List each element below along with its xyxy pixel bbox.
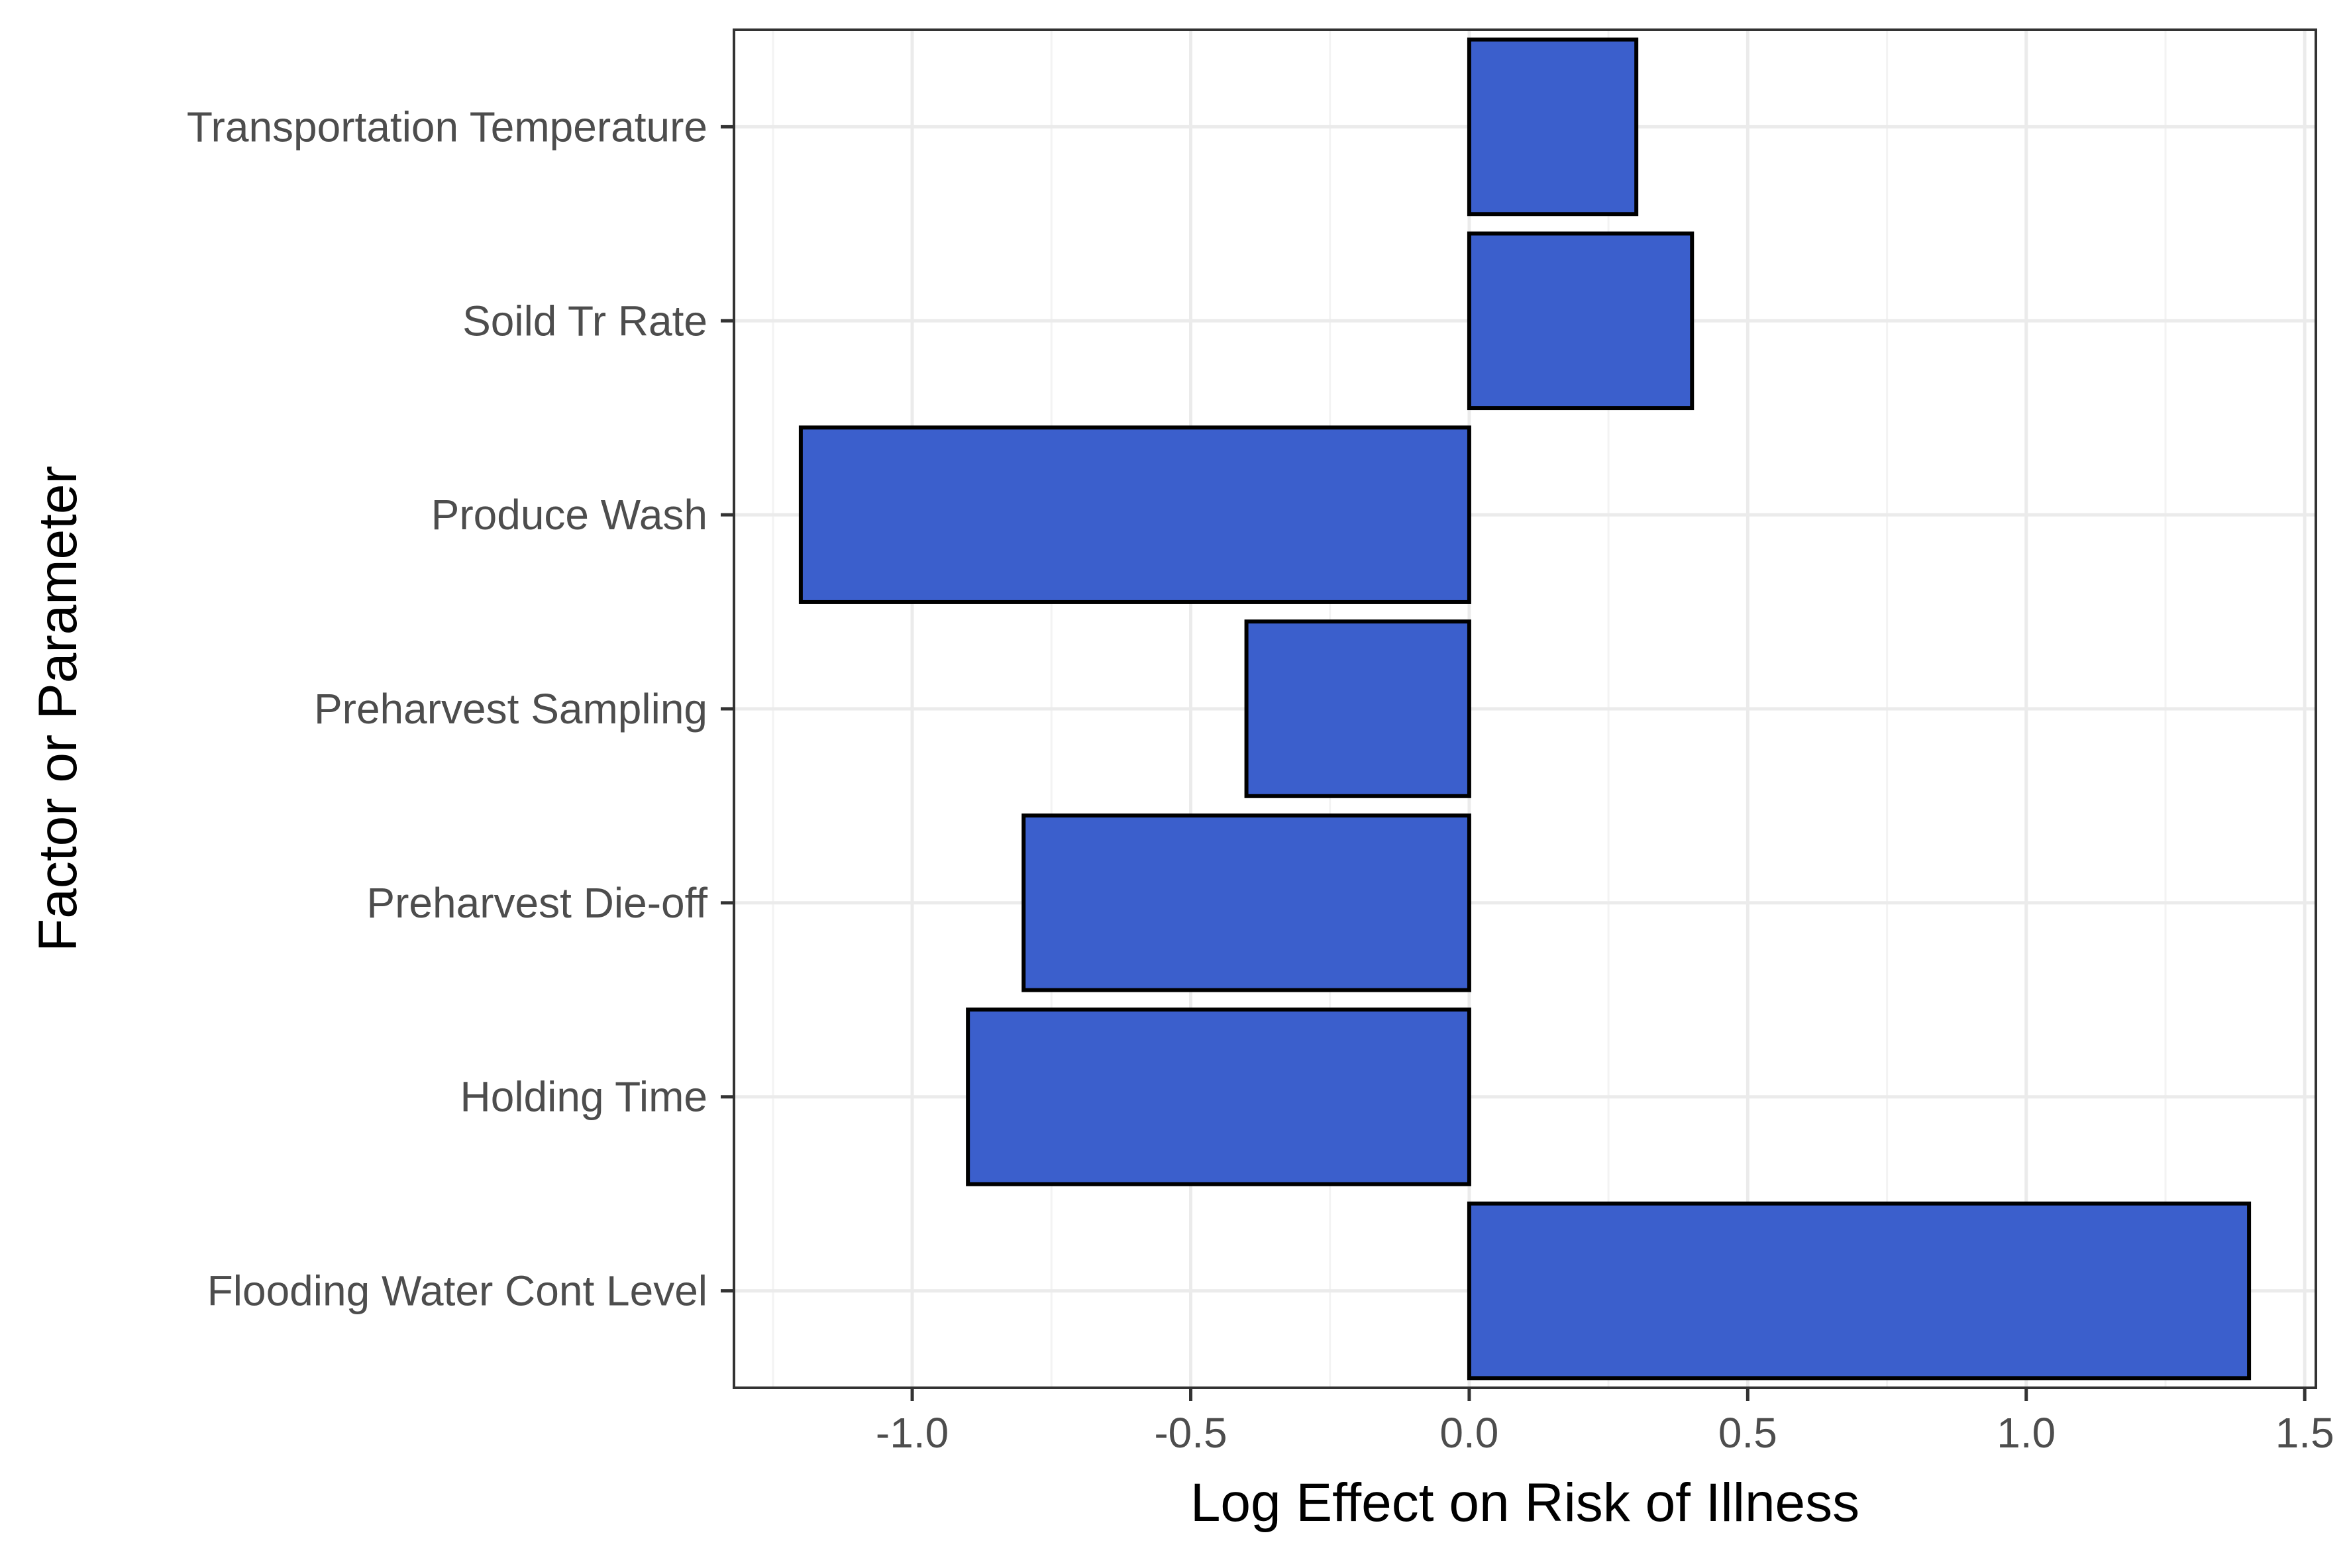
x-tick-label: 1.0 (1997, 1409, 2056, 1457)
x-tick-label: 0.5 (1718, 1409, 1777, 1457)
y-tick-label: Produce Wash (431, 491, 707, 539)
bars (798, 37, 2252, 1381)
y-tick-label: Preharvest Sampling (314, 685, 707, 733)
x-tick-label: -1.0 (876, 1409, 949, 1457)
y-tick-label: Flooding Water Cont Level (207, 1267, 707, 1315)
x-axis: -1.0 -0.5 0.0 0.5 1.0 1.5 (876, 1388, 2334, 1457)
x-tick-label: 0.0 (1439, 1409, 1498, 1457)
y-tick-label: Transportation Temperature (187, 103, 707, 150)
y-tick-label: Soild Tr Rate (462, 297, 707, 344)
y-tick-label: Preharvest Die-off (366, 879, 707, 927)
bar (1244, 619, 1471, 798)
x-axis-title: Log Effect on Risk of Illness (1190, 1473, 1859, 1533)
bar (798, 425, 1471, 604)
bar (1021, 813, 1471, 992)
bar (966, 1007, 1471, 1186)
bar (1467, 37, 1639, 217)
y-axis-title: Factor or Parameter (28, 466, 88, 952)
y-axis: Transportation Temperature Soild Tr Rate P… (187, 103, 734, 1315)
x-tick-label: -0.5 (1154, 1409, 1227, 1457)
bar (1467, 231, 1695, 411)
x-tick-label: 1.5 (2275, 1409, 2334, 1457)
bar (1467, 1201, 2252, 1381)
y-tick-label: Holding Time (460, 1073, 708, 1121)
